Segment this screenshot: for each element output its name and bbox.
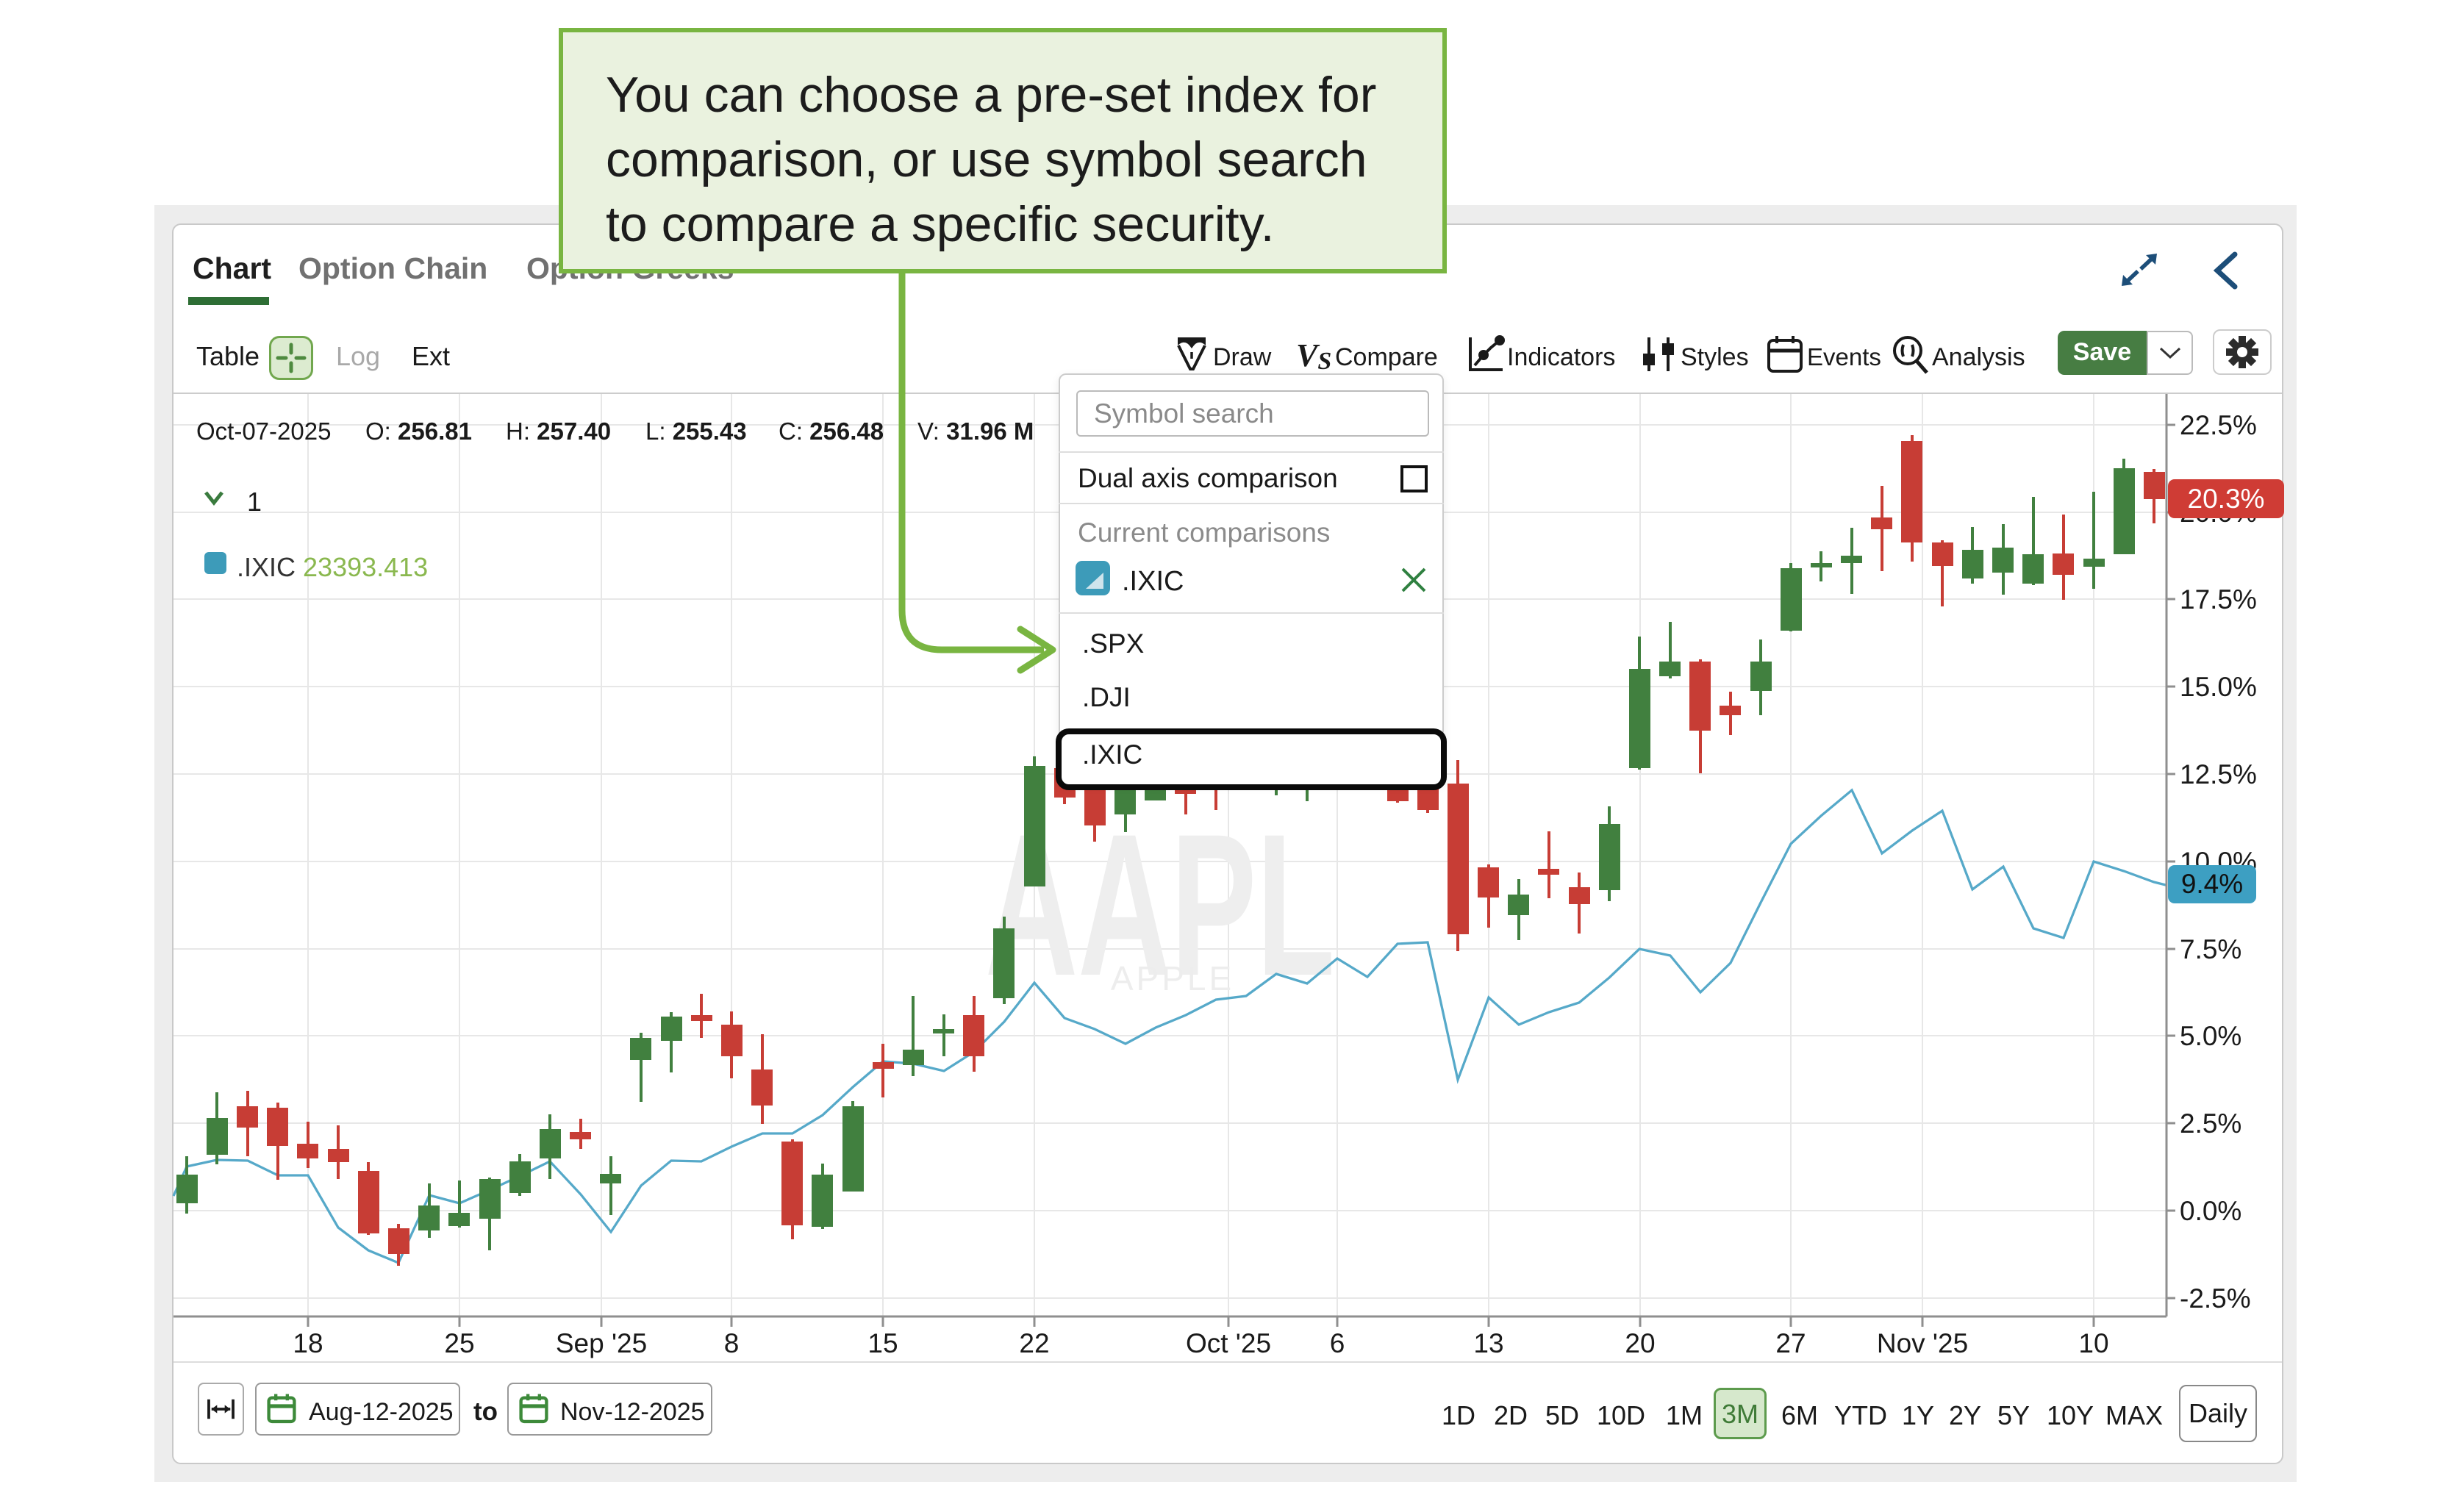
svg-text:18: 18 [293, 1328, 323, 1358]
svg-text:5.0%: 5.0% [2180, 1021, 2241, 1051]
svg-text:20: 20 [1625, 1328, 1655, 1358]
svg-text:17.5%: 17.5% [2180, 584, 2257, 615]
svg-text:-2.5%: -2.5% [2180, 1283, 2251, 1314]
svg-text:13: 13 [1473, 1328, 1503, 1358]
svg-text:6: 6 [1330, 1328, 1345, 1358]
svg-text:15: 15 [867, 1328, 898, 1358]
svg-text:Styles: Styles [1681, 343, 1749, 371]
svg-text:9.4%: 9.4% [2181, 869, 2243, 899]
svg-text:20.3%: 20.3% [2188, 484, 2265, 514]
svg-text:APPLE: APPLE [1111, 959, 1234, 997]
svg-text:Events: Events [1807, 343, 1881, 370]
svg-text:25: 25 [444, 1328, 474, 1358]
svg-text:22: 22 [1019, 1328, 1049, 1358]
svg-text:Indicators: Indicators [1507, 343, 1615, 371]
svg-text:8: 8 [724, 1328, 740, 1358]
svg-text:12.5%: 12.5% [2180, 759, 2257, 789]
svg-text:Draw: Draw [1213, 343, 1272, 371]
svg-text:Oct '25: Oct '25 [1186, 1328, 1271, 1358]
svg-text:15.0%: 15.0% [2180, 672, 2257, 702]
svg-text:VS: VS [1296, 337, 1331, 375]
svg-text:0.0%: 0.0% [2180, 1196, 2241, 1226]
svg-text:27: 27 [1775, 1328, 1806, 1358]
svg-text:2.5%: 2.5% [2180, 1108, 2241, 1139]
svg-text:22.5%: 22.5% [2180, 410, 2257, 440]
svg-text:7.5%: 7.5% [2180, 934, 2241, 964]
svg-text:10: 10 [2078, 1328, 2108, 1358]
svg-text:Compare: Compare [1335, 343, 1438, 371]
svg-text:Analysis: Analysis [1932, 343, 2025, 371]
svg-text:Sep '25: Sep '25 [556, 1328, 647, 1358]
svg-text:Nov '25: Nov '25 [1877, 1328, 1968, 1358]
